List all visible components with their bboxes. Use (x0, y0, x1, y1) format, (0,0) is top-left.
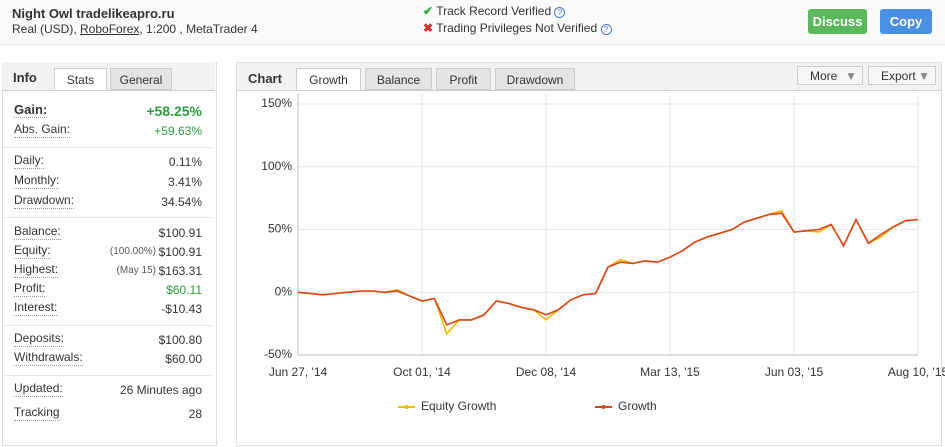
y-tick-label: 150% (261, 96, 292, 110)
more-label: More (810, 69, 838, 83)
legend-marker (404, 405, 409, 409)
legend-label: Equity Growth (421, 399, 496, 413)
stat-row: Gain: +58.25% (14, 102, 202, 120)
account-title: Night Owl tradelikeapro.ru (12, 6, 175, 21)
stat-note: (May 15) (116, 265, 156, 276)
info-panel-header (2, 62, 215, 91)
x-tick-label: Aug 10, '15 (888, 365, 945, 379)
x-tick-label: Dec 08, '14 (516, 365, 577, 379)
more-button[interactable]: More ▼ (797, 66, 863, 85)
stat-row: Updated: 26 Minutes ago (14, 381, 202, 399)
stat-row: Balance: $100.91 (14, 224, 202, 242)
series-line (297, 212, 919, 326)
stat-value: 26 Minutes ago (119, 383, 202, 397)
stat-value: 0.11% (168, 155, 202, 169)
export-button[interactable]: Export ▼ (868, 66, 936, 85)
account-info: Real (USD), RoboForex, 1:200 , MetaTrade… (12, 22, 258, 36)
stat-note: (100.00%) (109, 246, 156, 257)
broker-link[interactable]: RoboForex (80, 22, 140, 36)
x-tick-label: Jun 27, '14 (269, 365, 328, 379)
stat-value: 3.41% (167, 175, 202, 189)
stat-label: Profit: (14, 281, 46, 297)
stat-label: Monthly: (14, 173, 60, 189)
y-tick-label: 50% (268, 222, 292, 236)
stat-label: Equity: (14, 243, 51, 259)
stat-label: Gain: (14, 102, 48, 118)
copy-button[interactable]: Copy (880, 9, 932, 34)
chart-tab[interactable]: Balance (365, 68, 432, 90)
separator (4, 325, 211, 326)
stat-row: Interest: -$10.43 (14, 300, 202, 318)
info-tab[interactable]: Stats (54, 68, 107, 90)
stat-value: $100.91 (158, 226, 202, 240)
stat-label: Drawdown: (14, 193, 75, 209)
stat-label: Tracking (14, 405, 60, 421)
stat-row: Monthly: 3.41% (14, 173, 202, 191)
not-verified-status: ✖ Trading Privileges Not Verified ? (423, 21, 612, 35)
info-tab[interactable]: General (110, 68, 172, 90)
y-tick-label: 0% (275, 284, 293, 298)
discuss-button[interactable]: Discuss (808, 9, 867, 34)
stat-label: Deposits: (14, 331, 65, 347)
separator (4, 147, 211, 148)
not-verified-text: Trading Privileges Not Verified (436, 21, 598, 35)
stat-value: -$10.43 (161, 302, 202, 316)
stat-value: $163.31 (158, 264, 202, 278)
stat-row: Tracking 28 (14, 405, 202, 423)
stat-row: Highest: $163.31 (May 15) (14, 262, 202, 280)
y-tick-label: 100% (261, 159, 292, 173)
x-tick-label: Mar 13, '15 (640, 365, 700, 379)
chart-tab[interactable]: Profit (436, 68, 491, 90)
stat-label: Abs. Gain: (14, 122, 71, 138)
legend-marker (601, 405, 606, 409)
stat-row: Profit: $60.11 (14, 281, 202, 299)
stat-value: $100.80 (158, 333, 202, 347)
verified-status: ✔ Track Record Verified ? (423, 4, 566, 18)
info-title: Info (13, 70, 37, 85)
stat-value: $60.00 (165, 352, 202, 366)
header-bar (0, 0, 945, 45)
chart-tab[interactable]: Growth (296, 68, 361, 90)
stat-row: Drawdown: 34.54% (14, 193, 202, 211)
info-panel (2, 62, 217, 446)
account-details: , 1:200 , MetaTrader 4 (139, 22, 258, 36)
stat-label: Balance: (14, 224, 61, 240)
stat-label: Updated: (14, 381, 63, 397)
stat-row: Withdrawals: $60.00 (14, 350, 202, 368)
chart-title: Chart (248, 71, 282, 86)
export-label: Export (881, 69, 916, 83)
stat-row: Daily: 0.11% (14, 153, 202, 171)
stat-label: Withdrawals: (14, 350, 83, 366)
legend-label: Growth (618, 399, 657, 413)
separator (4, 217, 211, 218)
separator (4, 375, 211, 376)
plot-area (298, 94, 918, 355)
chart-tab[interactable]: Drawdown (495, 68, 575, 90)
x-tick-label: Jun 03, '15 (765, 365, 824, 379)
y-tick-label: -50% (264, 347, 292, 361)
stat-value: $60.11 (166, 283, 202, 297)
stat-row: Equity: $100.91 (100.00%) (14, 243, 202, 261)
stat-row: Deposits: $100.80 (14, 331, 202, 349)
stat-row: Abs. Gain: +59.63% (14, 122, 202, 140)
stat-label: Interest: (14, 300, 58, 316)
stat-value: 28 (188, 407, 202, 421)
stat-label: Highest: (14, 262, 59, 278)
stat-value: 34.54% (161, 195, 202, 209)
stat-value: +58.25% (146, 103, 202, 119)
stat-value: $100.91 (158, 245, 202, 259)
stat-value: +59.63% (154, 124, 202, 138)
account-type: Real (USD), (12, 22, 81, 36)
x-tick-label: Oct 01, '14 (393, 365, 451, 379)
verified-text: Track Record Verified (436, 4, 552, 18)
stat-label: Daily: (14, 153, 45, 169)
